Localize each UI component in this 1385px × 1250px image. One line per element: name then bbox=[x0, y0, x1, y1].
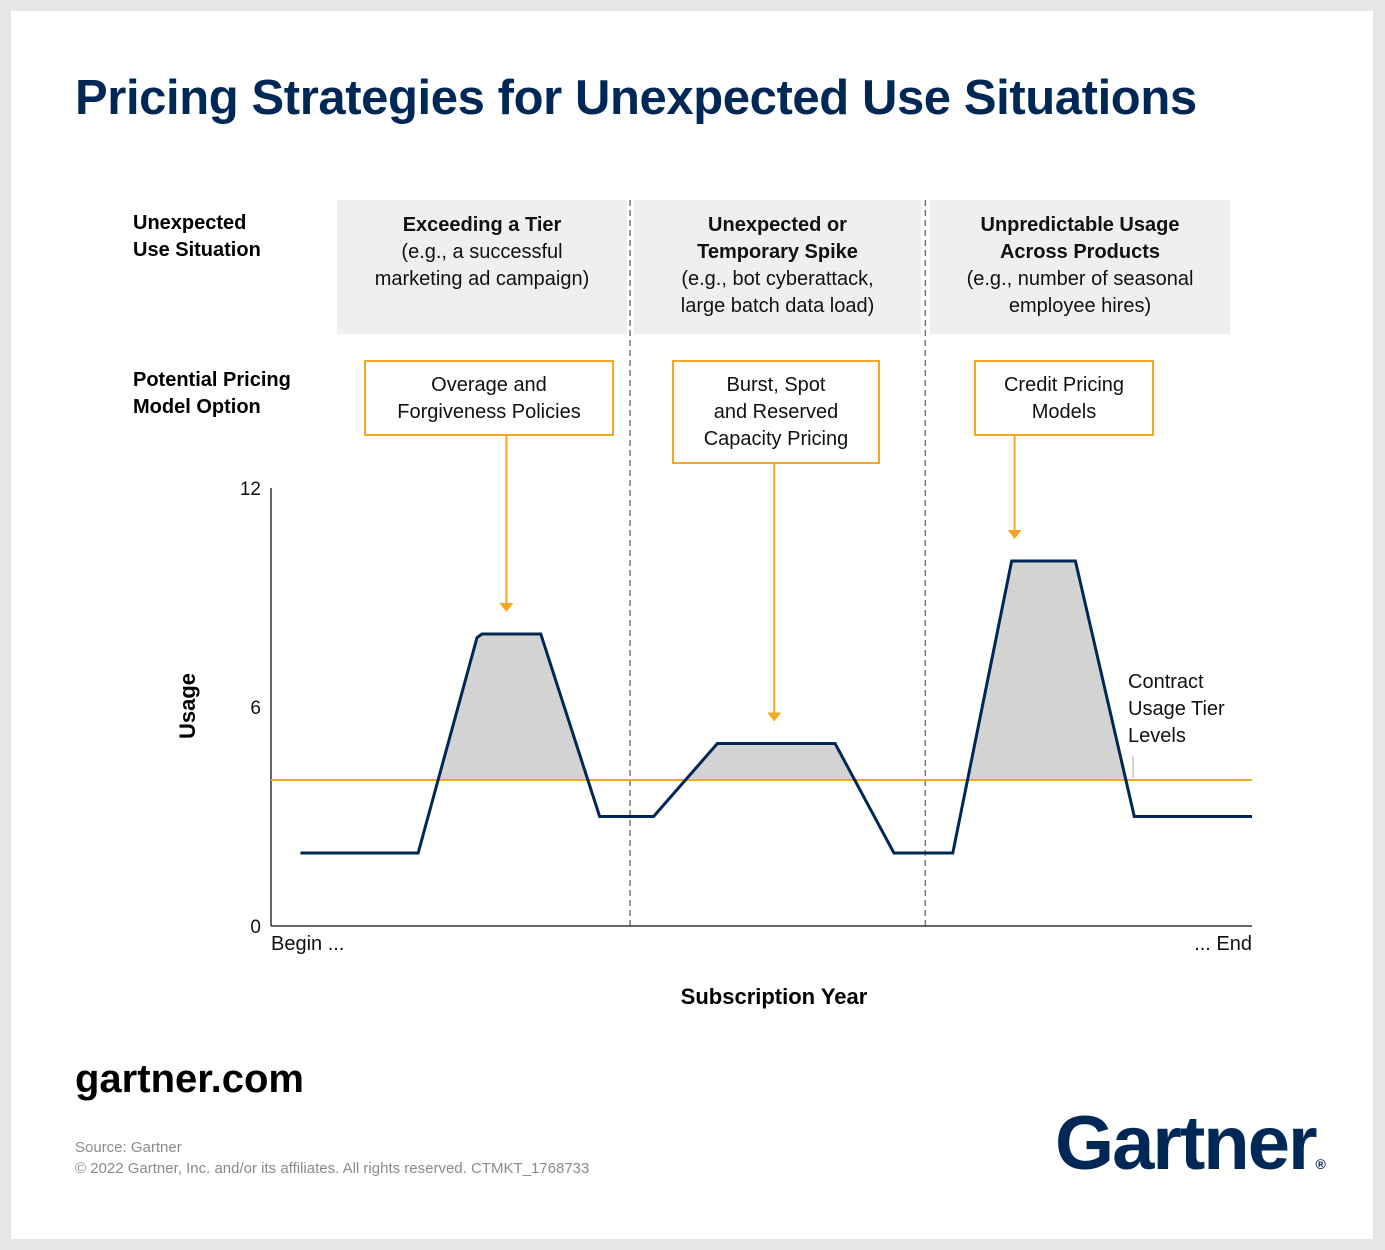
pricing-model-credit: Credit Pricing Models bbox=[974, 360, 1154, 436]
y-axis-title: Usage bbox=[175, 672, 200, 740]
situation-title: Unexpected or Temporary Spike bbox=[697, 214, 858, 263]
situation-desc: (e.g., a successful marketing ad campaig… bbox=[374, 241, 590, 290]
usage-series-line bbox=[300, 559, 1252, 855]
pointer-arrowhead bbox=[767, 712, 782, 722]
y-tick-label: 0 bbox=[250, 917, 261, 938]
row-label-situation: Unexpected Use Situation bbox=[133, 212, 261, 261]
pricing-model-overage: Overage and Forgiveness Policies bbox=[364, 360, 614, 436]
situation-desc: (e.g., bot cyberattack, large batch data… bbox=[680, 268, 875, 317]
overage-area bbox=[438, 634, 588, 780]
site-url: gartner.com bbox=[75, 1057, 304, 1101]
registered-mark: ® bbox=[1315, 1156, 1326, 1172]
tier-level-label: Contract Usage Tier Levels bbox=[1128, 671, 1225, 747]
situation-box-spike: Unexpected or Temporary Spike (e.g., bot… bbox=[634, 200, 921, 334]
situation-box-unpredictable: Unpredictable Usage Across Products (e.g… bbox=[930, 200, 1230, 334]
gartner-logo: Gartner® bbox=[1055, 1100, 1326, 1187]
pricing-model-burst: Burst, Spot and Reserved Capacity Pricin… bbox=[672, 360, 880, 464]
x-tick-label-begin: Begin ... bbox=[271, 933, 344, 955]
situation-desc: (e.g., number of seasonal employee hires… bbox=[966, 268, 1194, 317]
x-tick-label-end: ... End bbox=[1194, 933, 1252, 955]
page-title: Pricing Strategies for Unexpected Use Si… bbox=[75, 71, 1197, 125]
overage-area bbox=[685, 743, 855, 780]
overage-area bbox=[967, 561, 1126, 780]
situation-title: Unpredictable Usage Across Products bbox=[980, 214, 1180, 263]
situation-box-tier: Exceeding a Tier (e.g., a successful mar… bbox=[337, 200, 627, 334]
row-label-pricing: Potential Pricing Model Option bbox=[133, 369, 291, 418]
copyright-note: © 2022 Gartner, Inc. and/or its affiliat… bbox=[75, 1160, 590, 1177]
y-tick-label: 12 bbox=[240, 479, 261, 500]
y-tick-label: 6 bbox=[250, 698, 261, 719]
pointer-arrowhead bbox=[1007, 530, 1022, 539]
logo-wordmark: Gartner bbox=[1055, 1101, 1318, 1186]
source-note: Source: Gartner bbox=[75, 1139, 182, 1156]
pointer-arrowhead bbox=[499, 603, 514, 612]
x-axis-title: Subscription Year bbox=[680, 984, 868, 1009]
situation-title: Exceeding a Tier bbox=[402, 214, 562, 236]
